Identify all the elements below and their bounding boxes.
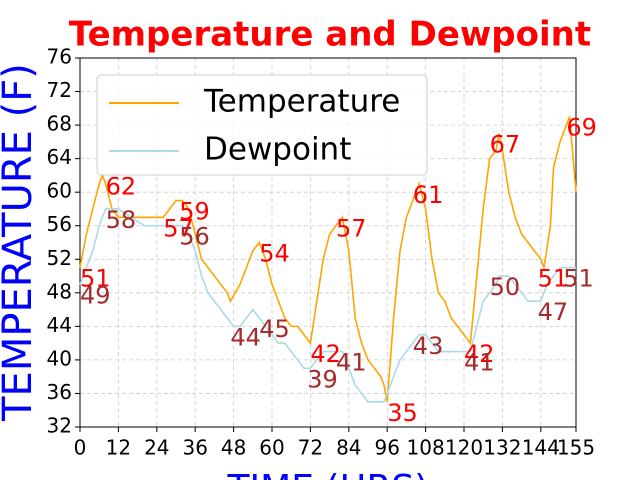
legend-label: Temperature: [203, 84, 400, 120]
data-label: 41: [464, 349, 495, 377]
x-tick-label: 72: [298, 436, 323, 460]
x-tick-label: 0: [74, 436, 87, 460]
x-tick-label: 144: [522, 436, 560, 460]
data-label: 43: [413, 332, 444, 360]
x-tick-label: 24: [144, 436, 169, 460]
data-label: 45: [259, 315, 290, 343]
y-tick-label: 72: [47, 78, 72, 102]
y-tick-label: 60: [47, 179, 72, 203]
y-tick-label: 68: [47, 112, 72, 136]
data-label: 57: [163, 214, 194, 242]
x-axis-label: TIME (HRS): [227, 468, 429, 480]
x-tick-label: 120: [445, 436, 483, 460]
x-tick-label: 155: [557, 436, 595, 460]
data-label: 42: [464, 340, 495, 368]
y-tick-label: 64: [47, 145, 72, 169]
data-label: 62: [106, 172, 137, 200]
y-tick-label: 52: [47, 246, 72, 270]
data-label: 42: [310, 340, 341, 368]
y-tick-label: 44: [47, 313, 72, 337]
data-label: 39: [307, 365, 338, 393]
data-line: [79, 208, 576, 403]
data-label: 67: [490, 130, 521, 158]
data-label: 49: [80, 281, 111, 309]
x-tick-label: 132: [483, 436, 521, 460]
y-tick-label: 56: [47, 212, 72, 236]
data-label: 50: [490, 273, 521, 301]
data-label: 58: [106, 206, 137, 234]
chart-title: Temperature and Dewpoint: [69, 15, 591, 55]
y-tick-label: 48: [47, 279, 72, 303]
data-label: 56: [179, 223, 210, 251]
x-tick-label: 60: [259, 436, 284, 460]
y-tick-label: 32: [47, 414, 72, 438]
data-label: 57: [336, 214, 367, 242]
x-tick-label: 96: [374, 436, 399, 460]
data-line: [79, 116, 577, 402]
y-tick-label: 40: [47, 346, 72, 370]
x-tick-label: 12: [106, 436, 131, 460]
legend-label: Dewpoint: [204, 132, 351, 168]
x-tick-label: 84: [336, 436, 361, 460]
data-label: 69: [566, 114, 597, 142]
y-axis-label: TEMPERATURE (F): [0, 63, 41, 422]
data-label: 51: [563, 265, 594, 293]
data-label: 35: [387, 399, 418, 427]
data-label: 51: [538, 265, 569, 293]
data-label: 47: [538, 298, 569, 326]
data-label: 44: [230, 323, 261, 351]
y-tick-label: 76: [47, 45, 72, 69]
x-tick-label: 48: [221, 436, 246, 460]
x-tick-label: 108: [407, 436, 445, 460]
legend-box: [96, 74, 428, 176]
x-tick-label: 36: [182, 436, 207, 460]
y-tick-label: 36: [47, 380, 72, 404]
data-label: 54: [259, 240, 290, 268]
data-label: 61: [413, 181, 444, 209]
data-label: 41: [336, 349, 367, 377]
plot-frame: [79, 57, 577, 428]
data-label: 59: [179, 198, 210, 226]
data-label: 51: [80, 265, 111, 293]
